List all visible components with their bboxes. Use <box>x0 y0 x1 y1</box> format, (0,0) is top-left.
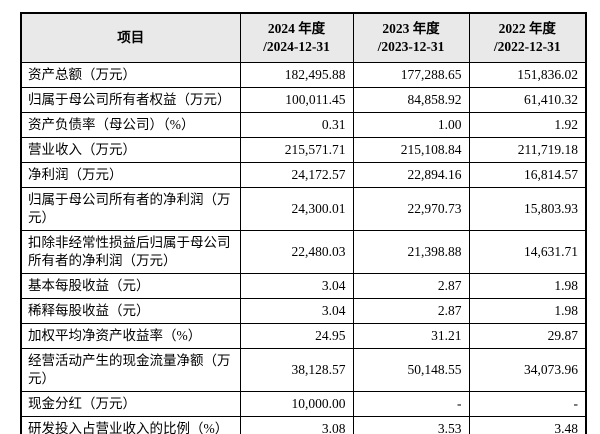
cell-value: 22,480.03 <box>239 230 354 274</box>
table-row: 稀释每股收益（元） 3.04 2.87 1.98 <box>20 298 587 324</box>
table-row: 加权平均净资产收益率（%） 24.95 31.21 29.87 <box>20 323 587 349</box>
cell-value: 50,148.55 <box>352 348 470 392</box>
header-date-label: /2024-12-31 <box>263 39 330 54</box>
cell-value: 22,970.73 <box>352 187 470 231</box>
cell-value: 10,000.00 <box>239 391 354 417</box>
table-row: 扣除非经常性损益后归属于母公司所有者的净利润（万元） 22,480.03 21,39… <box>20 230 587 274</box>
cell-value: 24,172.57 <box>239 162 354 188</box>
header-year-label: 2022 年度 <box>498 21 556 36</box>
cell-value: 1.98 <box>468 273 587 299</box>
table-row: 基本每股收益（元） 3.04 2.87 1.98 <box>20 273 587 299</box>
row-label: 现金分红（万元） <box>20 391 241 417</box>
row-label: 基本每股收益（元） <box>20 273 241 299</box>
row-label: 资产负债率（母公司）（%） <box>20 112 241 138</box>
cell-value: 3.53 <box>352 416 470 434</box>
cell-value: 215,108.84 <box>352 137 470 163</box>
cell-value: 100,011.45 <box>239 87 354 113</box>
table-row: 归属于母公司所有者的净利润（万元） 24,300.01 22,970.73 15,80… <box>20 187 587 231</box>
row-label: 加权平均净资产收益率（%） <box>20 323 241 349</box>
header-column-2024: 2024 年度 /2024-12-31 <box>239 12 354 63</box>
cell-value: 215,571.71 <box>239 137 354 163</box>
table-row: 资产总额（万元） 182,495.88 177,288.65 151,836.02 <box>20 62 587 88</box>
cell-value: 24,300.01 <box>239 187 354 231</box>
cell-value: 14,631.71 <box>468 230 587 274</box>
cell-value: 15,803.93 <box>468 187 587 231</box>
cell-value: - <box>352 391 470 417</box>
row-label: 净利润（万元） <box>20 162 241 188</box>
row-label: 归属于母公司所有者权益（万元） <box>20 87 241 113</box>
table-row: 研发投入占营业收入的比例（%） 3.08 3.53 3.48 <box>20 416 587 434</box>
financial-summary-table: 项目 2024 年度 /2024-12-31 2023 年度 /2023-12-… <box>20 12 587 434</box>
table-row: 归属于母公司所有者权益（万元） 100,011.45 84,858.92 61,410… <box>20 87 587 113</box>
row-label: 归属于母公司所有者的净利润（万元） <box>20 187 241 231</box>
row-label: 稀释每股收益（元） <box>20 298 241 324</box>
header-date-label: /2023-12-31 <box>377 39 445 54</box>
cell-value: 1.00 <box>352 112 470 138</box>
cell-value: 1.92 <box>468 112 587 138</box>
cell-value: 2.87 <box>352 298 470 324</box>
table-row: 资产负债率（母公司）（%） 0.31 1.00 1.92 <box>20 112 587 138</box>
header-date-label: /2022-12-31 <box>493 39 561 54</box>
cell-value: 211,719.18 <box>468 137 587 163</box>
header-column-2023: 2023 年度 /2023-12-31 <box>352 12 470 63</box>
cell-value: 61,410.32 <box>468 87 587 113</box>
cell-value: - <box>468 391 587 417</box>
cell-value: 0.31 <box>239 112 354 138</box>
cell-value: 34,073.96 <box>468 348 587 392</box>
cell-value: 3.04 <box>239 298 354 324</box>
cell-value: 3.48 <box>468 416 587 434</box>
cell-value: 21,398.88 <box>352 230 470 274</box>
table-row: 净利润（万元） 24,172.57 22,894.16 16,814.57 <box>20 162 587 188</box>
header-year-label: 2024 年度 <box>267 21 326 36</box>
row-label: 经营活动产生的现金流量净额（万元） <box>20 348 241 392</box>
table-row: 经营活动产生的现金流量净额（万元） 38,128.57 50,148.55 34,07… <box>20 348 587 392</box>
cell-value: 84,858.92 <box>352 87 470 113</box>
row-label: 扣除非经常性损益后归属于母公司所有者的净利润（万元） <box>20 230 241 274</box>
header-column-2022: 2022 年度 /2022-12-31 <box>468 12 587 63</box>
cell-value: 151,836.02 <box>468 62 587 88</box>
header-year-label: 2023 年度 <box>382 21 440 36</box>
cell-value: 16,814.57 <box>468 162 587 188</box>
cell-value: 3.04 <box>239 273 354 299</box>
cell-value: 182,495.88 <box>239 62 354 88</box>
cell-value: 22,894.16 <box>352 162 470 188</box>
cell-value: 2.87 <box>352 273 470 299</box>
row-label: 资产总额（万元） <box>20 62 241 88</box>
table-row: 营业收入（万元） 215,571.71 215,108.84 211,719.18 <box>20 137 587 163</box>
table-body: 资产总额（万元） 182,495.88 177,288.65 151,836.02 归属… <box>20 62 587 434</box>
cell-value: 1.98 <box>468 298 587 324</box>
table-row: 现金分红（万元） 10,000.00- - <box>20 391 587 417</box>
cell-value: 38,128.57 <box>239 348 354 392</box>
cell-value: 31.21 <box>352 323 470 349</box>
cell-value: 29.87 <box>468 323 587 349</box>
table-header-row: 项目 2024 年度 /2024-12-31 2023 年度 /2023-12-… <box>20 12 587 63</box>
cell-value: 3.08 <box>239 416 354 434</box>
header-item-column: 项目 <box>20 12 241 63</box>
row-label: 研发投入占营业收入的比例（%） <box>20 416 241 434</box>
cell-value: 177,288.65 <box>352 62 470 88</box>
cell-value: 24.95 <box>239 323 354 349</box>
row-label: 营业收入（万元） <box>20 137 241 163</box>
